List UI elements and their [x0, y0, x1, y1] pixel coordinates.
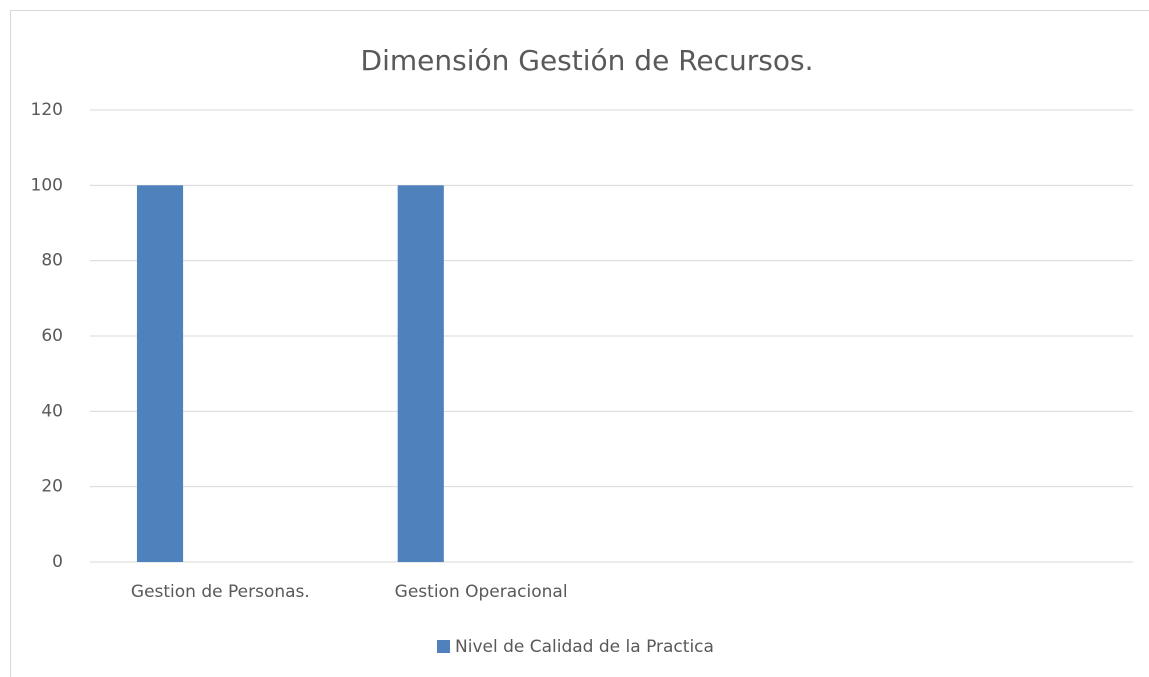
- bar: [136, 185, 184, 563]
- chart-frame: [10, 10, 1149, 677]
- y-tick-label: 100: [31, 175, 63, 195]
- y-tick-label: 120: [31, 100, 63, 120]
- bar: [397, 185, 444, 563]
- y-tick-label: 80: [41, 251, 63, 271]
- y-tick-label: 20: [41, 477, 63, 497]
- y-tick-label: 0: [52, 552, 63, 572]
- x-tick-label: Gestion Operacional: [395, 582, 568, 602]
- chart-title: Dimensión Gestión de Recursos.: [361, 44, 814, 77]
- x-tick-label: Gestion de Personas.: [131, 582, 310, 602]
- legend-swatch: [437, 640, 450, 653]
- y-tick-label: 40: [41, 401, 63, 421]
- y-tick-label: 60: [41, 326, 63, 346]
- legend-label: Nivel de Calidad de la Practica: [455, 637, 714, 657]
